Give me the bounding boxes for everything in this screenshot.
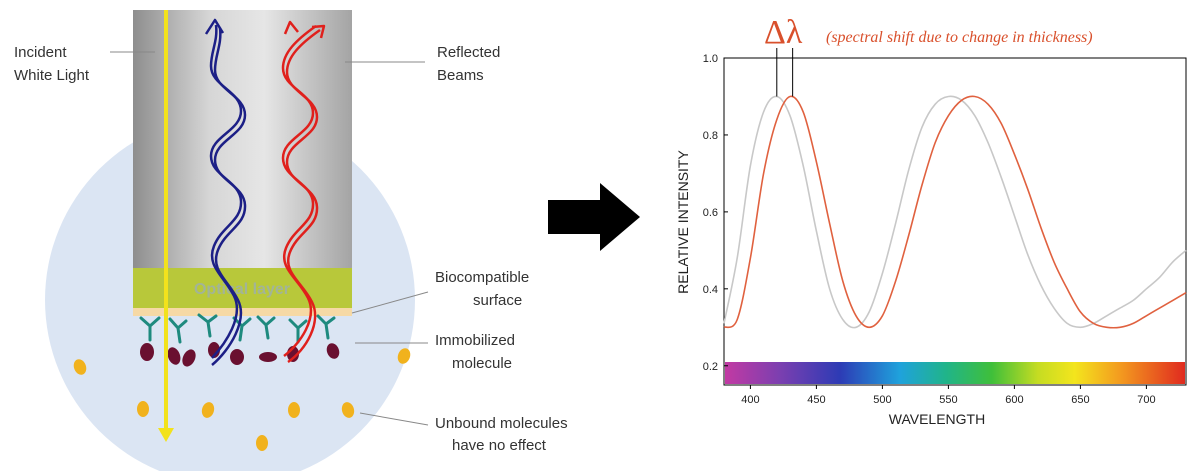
y-tick-label: 0.2 [703,361,718,373]
reflected-beam-blue [204,18,247,366]
optical-layer-label: Optical layer [194,281,290,298]
reflected-beam-red [281,20,326,364]
optical-fiber [133,10,352,268]
spectrum-bar [725,362,1185,384]
unbound-label-line2: have no effect [452,437,547,454]
series-line-1 [723,95,1187,329]
bound-molecules [140,342,340,367]
y-tick-label: 0.4 [703,284,718,296]
unbound-molecules [73,348,411,451]
incident-light-beam [158,10,174,442]
incident-label-line2: White Light [14,67,90,84]
reflected-label-line1: Reflected [437,44,500,61]
x-tick-label: 500 [873,394,891,406]
incident-label-line1: Incident [14,44,67,61]
series-line-2 [723,95,1187,329]
x-tick-label: 400 [741,394,759,406]
plot-frame [723,57,1187,386]
optical-layer [133,268,352,308]
x-tick-label: 450 [807,394,825,406]
immobilized-label-line2: molecule [452,355,512,372]
x-tick-label: 700 [1137,394,1155,406]
immobilized-antibodies [139,313,336,344]
biocompatible-label-line1: Biocompatible [435,269,529,286]
annotation-layer [776,48,794,97]
x-tick-label: 600 [1005,394,1023,406]
delta-lambda-label: Δλ [764,14,803,51]
y-tick-layer: 0.2 0.4 0.6 0.8 1.0 [703,53,728,373]
biosensor-diagram: Optical layer [14,10,568,471]
y-tick-label: 0.6 [703,207,718,219]
x-tick-layer: 400 450 500 550 600 650 700 [741,385,1156,406]
spectrum-chart: 400 450 500 550 600 650 700 0.2 0.4 0.6 0.8 1.0 WA… [675,14,1187,427]
unbound-label-line1: Unbound molecules [435,415,568,432]
reflected-label-line2: Beams [437,67,484,84]
biocompatible-surface [133,308,352,316]
immobilized-label-line1: Immobilized [435,332,515,349]
y-tick-label: 0.8 [703,130,718,142]
leader-lines [110,51,429,426]
x-tick-label: 650 [1071,394,1089,406]
spectral-shift-note: (spectral shift due to change in thickne… [826,29,1093,46]
biocompatible-label-line2: surface [473,292,522,309]
x-axis-label: WAVELENGTH [889,411,985,427]
y-tick-label: 1.0 [703,53,718,65]
series-layer [723,95,1187,329]
right-arrow-icon [548,183,640,251]
x-tick-label: 550 [939,394,957,406]
y-axis-label: RELATIVE INTENSITY [675,150,691,294]
